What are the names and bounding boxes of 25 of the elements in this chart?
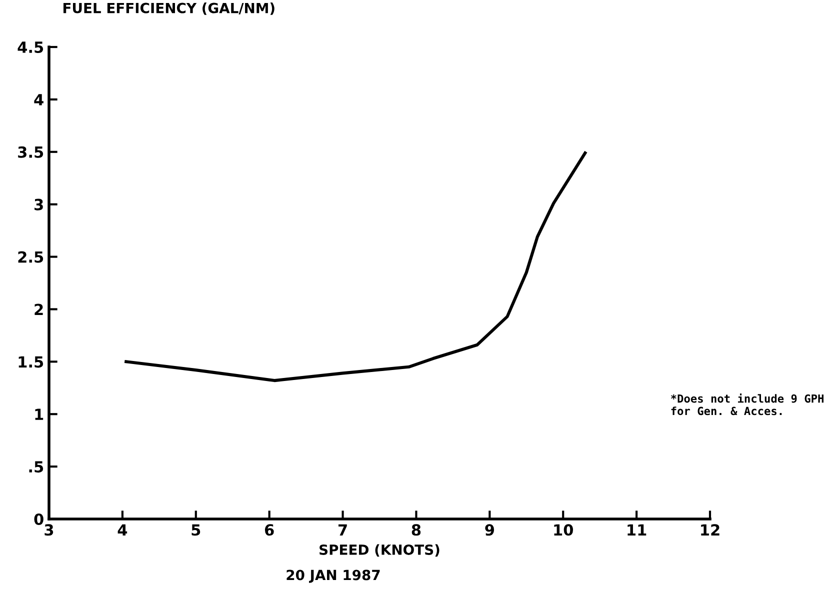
x-tick-label: 9 [485,524,494,536]
x-tick-label: 10 [554,524,574,536]
x-tick-label: 5 [192,524,200,536]
y-axis-title: FUEL EFFICIENCY (GAL/NM) [63,2,274,15]
x-tick-label: 8 [412,524,421,536]
line-series [124,151,587,382]
x-tick-label: 7 [338,524,347,536]
y-tick-label: 2 [34,304,43,316]
y-tick-label: 4.5 [18,42,44,54]
y-tick-label: 1.5 [18,356,44,368]
y-tick-label: 3.5 [18,146,44,158]
y-tick-label: 1 [35,408,44,420]
y-tick-label: .5 [29,461,44,473]
x-tick-label: 6 [264,524,274,536]
y-tick-label: 2.5 [18,251,44,263]
x-axis-title: SPEED (KNOTS) [320,544,440,557]
annotation: *Does not include 9 GPH for Gen. & Acces. [670,394,824,416]
y-tick-label: 0 [34,513,44,526]
text: 20 JAN 1987 [286,570,380,583]
x-tick-label: 3 [44,524,54,536]
x-tick-label: 4 [118,524,128,536]
y-tick-label: 3 [34,198,43,210]
y-tick-label: 4 [34,94,44,106]
x-tick-label: 11 [628,524,646,536]
x-tick-label: 12 [701,524,720,536]
